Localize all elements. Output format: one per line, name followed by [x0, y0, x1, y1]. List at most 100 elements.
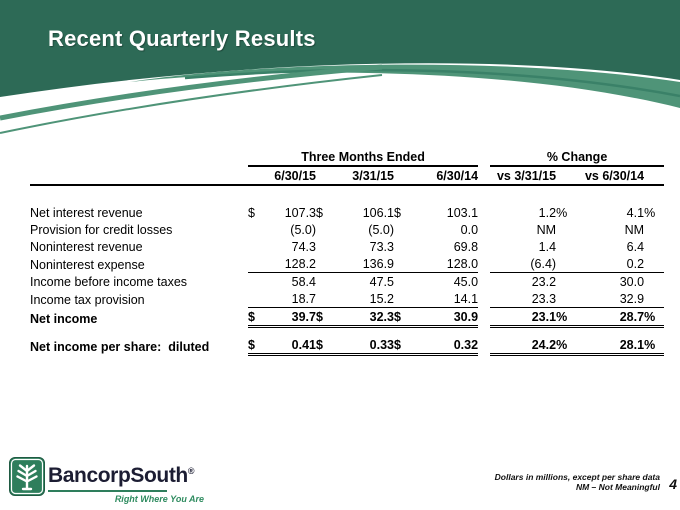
dollar-sign — [394, 273, 420, 291]
dollar-sign — [316, 273, 342, 291]
column-header-row: 6/30/15 3/31/15 6/30/14 vs 3/31/15 vs 6/… — [30, 166, 665, 186]
value-cell: 69.8 — [453, 240, 479, 254]
value-cell: 73.3 — [369, 240, 394, 254]
dollar-sign — [316, 238, 342, 255]
table-row: Income before income taxes 58.4 47.5 45.0 23… — [30, 273, 664, 291]
percent-sign — [556, 238, 576, 255]
value-cell: 58.4 — [291, 275, 316, 289]
spacer — [478, 290, 490, 308]
change-cell: 23.2 — [531, 275, 557, 289]
row-label: Income tax provision — [30, 292, 145, 307]
change-cell: 28.7 — [576, 307, 645, 328]
value-cell: 47.5 — [369, 275, 394, 289]
dollar-sign — [394, 238, 420, 255]
percent-sign — [644, 290, 665, 308]
change-cell: NM — [536, 223, 557, 237]
footnote-line2: NM – Not Meaningful — [575, 481, 660, 492]
spacer-row — [30, 185, 664, 204]
group-header-row: Three Months Ended % Change — [30, 148, 665, 167]
value-cell: 128.0 — [420, 255, 479, 273]
table-row: Noninterest revenue 74.3 73.3 69.8 1.4 6.4 — [30, 238, 664, 255]
dollar-sign: $ — [394, 206, 401, 220]
row-label: Net income per share: diluted — [30, 339, 210, 354]
value-cell: 39.7 — [264, 307, 316, 328]
dollar-sign — [394, 290, 420, 308]
spacer — [478, 273, 490, 291]
value-cell: 14.1 — [420, 290, 479, 308]
table-row: Provision for credit losses (5.0) (5.0) 0.0… — [30, 221, 664, 238]
percent-sign — [644, 238, 664, 255]
logo-underline — [48, 490, 167, 492]
value-cell: 136.9 — [342, 255, 394, 273]
table-row: Income tax provision 18.7 15.2 14.1 23.3 32.9 — [30, 290, 665, 308]
dollar-sign — [316, 221, 342, 238]
empty-cell — [30, 148, 248, 166]
dollar-sign — [248, 255, 264, 273]
percent-sign — [556, 221, 576, 238]
dollar-sign: $ — [316, 206, 323, 220]
percent-sign: % — [644, 326, 665, 356]
value-cell: (5.0) — [290, 223, 316, 237]
spacer — [478, 221, 490, 238]
value-cell: 32.3 — [342, 307, 394, 328]
column-header: vs 6/30/14 — [576, 166, 645, 186]
group-header-pct-change: % Change — [490, 148, 665, 167]
percent-sign — [644, 273, 664, 291]
table-row: Net interest revenue $107.3 $106.1 $103.1 1.… — [30, 204, 664, 221]
percent-sign: % — [644, 307, 665, 328]
spacer — [478, 148, 490, 166]
value-cell: 107.3 — [284, 206, 316, 220]
empty-cell — [30, 166, 248, 186]
change-cell: 6.4 — [626, 240, 645, 254]
spacer — [478, 327, 490, 355]
logo-tagline: Right Where You Are — [114, 494, 204, 504]
change-cell: NM — [624, 223, 645, 237]
change-cell: 1.2 — [538, 206, 557, 220]
table-row: Net income $39.7 $32.3 $30.9 23.1% 28.7% — [30, 307, 665, 328]
spacer — [478, 204, 490, 221]
change-cell: 23.1 — [490, 307, 557, 328]
page-title: Recent Quarterly Results — [48, 26, 316, 51]
dollar-sign — [394, 255, 420, 273]
table-row: Net income per share: diluted $0.41 $0.33 $… — [30, 326, 665, 356]
dollar-sign — [248, 290, 264, 308]
empty-cell — [556, 166, 577, 186]
dollar-sign — [248, 273, 264, 291]
value-cell: 18.7 — [264, 290, 316, 308]
bancorpsouth-logo — [9, 457, 45, 496]
page-number: 4 — [669, 476, 677, 492]
spacer — [478, 238, 490, 255]
header-swoosh-graphic — [0, 0, 680, 134]
dollar-sign: $ — [248, 326, 264, 356]
dollar-sign: $ — [316, 307, 342, 328]
dollar-sign: $ — [248, 206, 255, 220]
percent-sign: % — [556, 307, 577, 328]
spacer — [478, 308, 490, 327]
value-cell: 30.9 — [420, 307, 479, 328]
column-header: 6/30/15 — [248, 166, 316, 186]
value-cell: 0.0 — [460, 223, 479, 237]
value-cell: 45.0 — [453, 275, 479, 289]
percent-sign: % — [556, 326, 577, 356]
change-cell: 0.2 — [576, 255, 645, 273]
dollar-sign: $ — [394, 307, 420, 328]
dollar-sign: $ — [394, 326, 420, 356]
dollar-sign — [316, 290, 342, 308]
row-label: Net interest revenue — [30, 206, 143, 220]
row-label: Noninterest expense — [30, 257, 145, 272]
value-cell: 15.2 — [342, 290, 394, 308]
footnote: Dollars in millions, except per share da… — [400, 472, 660, 492]
dollar-sign — [316, 255, 342, 273]
value-cell: 0.33 — [342, 326, 394, 356]
column-header: vs 3/31/15 — [490, 166, 557, 186]
value-cell: 128.2 — [264, 255, 316, 273]
footnote-line1: Dollars in millions, except per share da… — [494, 472, 660, 482]
dollar-sign — [248, 221, 264, 238]
dollar-sign — [248, 238, 264, 255]
logo-wordmark: BancorpSouth® — [48, 464, 195, 488]
change-cell: 1.4 — [538, 240, 557, 254]
row-label: Net income — [30, 311, 98, 326]
tree-icon — [10, 458, 44, 495]
value-cell: 103.1 — [446, 206, 479, 220]
